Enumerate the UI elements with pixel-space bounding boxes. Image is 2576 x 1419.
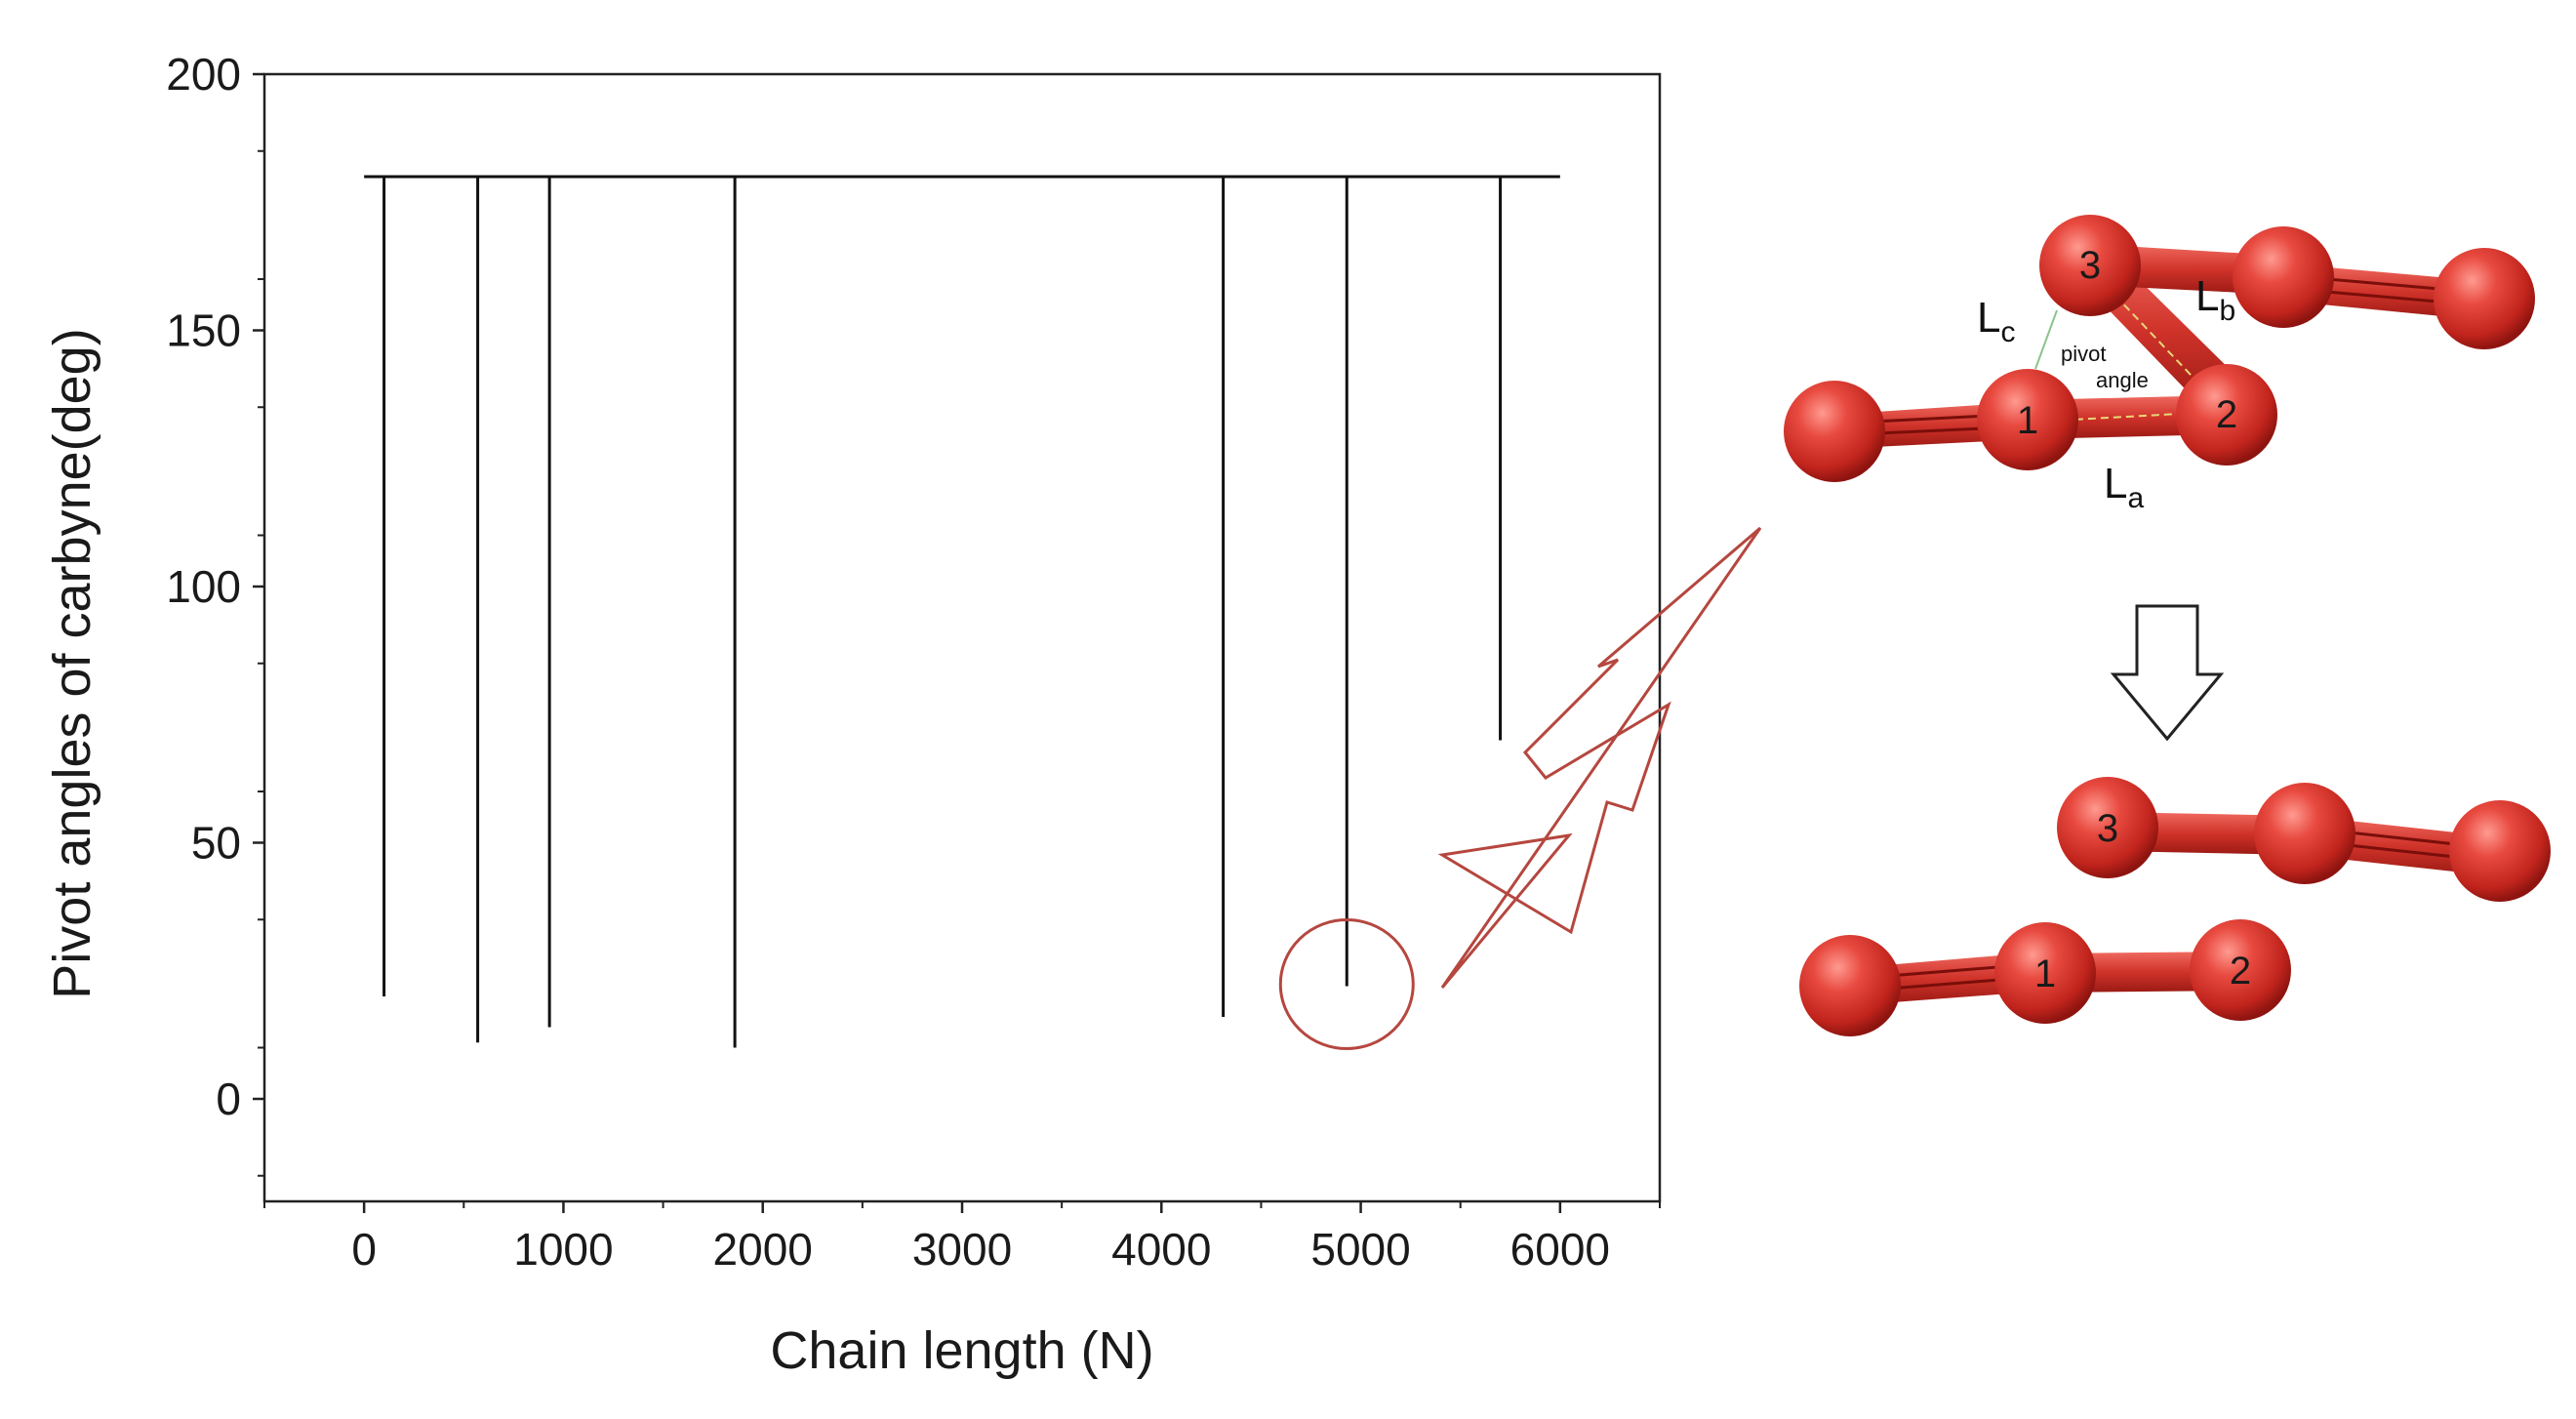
x-tick-label: 1000 (513, 1224, 613, 1275)
highlight-circle (1278, 918, 1415, 1050)
atom-end-left-after (1799, 935, 1901, 1036)
atom-label-2: 2 (2216, 393, 2237, 436)
y-tick-label: 0 (216, 1074, 241, 1124)
highlight-group (1278, 918, 1415, 1050)
pivot-angle-label-2: angle (2096, 368, 2149, 392)
atom-2 (2176, 364, 2277, 466)
atom-label-1-after: 1 (2034, 953, 2056, 995)
atom-end-left (1784, 381, 1885, 482)
y-tick-label: 50 (191, 818, 241, 869)
atom-3 (2039, 215, 2141, 316)
atom-mid-right (2233, 226, 2334, 328)
molecule-after: 3 1 2 (1799, 777, 2551, 1036)
x-tick-label: 2000 (713, 1224, 813, 1275)
lc-guide (2034, 309, 2058, 370)
bond-label-c: Lc (1977, 294, 2015, 348)
pivot-angle-label-1: pivot (2061, 342, 2106, 366)
pivot-angle-chart: 0 50 100 150 200 0 1000 2000 3000 4000 5000 6000 C… (43, 49, 1662, 1380)
atom-label-3: 3 (2079, 244, 2101, 287)
y-tick-label: 100 (166, 561, 241, 612)
data-series (364, 175, 1560, 1048)
atom-1-after (1994, 922, 2096, 1024)
x-tick-label: 6000 (1510, 1224, 1610, 1275)
bond-label-b: Lb (2195, 272, 2235, 327)
lightning-callout (1437, 526, 1762, 989)
x-tick-label: 5000 (1310, 1224, 1410, 1275)
down-arrow-icon (2110, 604, 2225, 742)
atom-end-right (2434, 248, 2535, 349)
atom-3-after (2057, 777, 2158, 878)
x-axis-title: Chain length (N) (770, 1321, 1153, 1380)
y-tick-label: 200 (166, 49, 241, 100)
x-axis-ticks: 0 1000 2000 3000 4000 5000 6000 (263, 1201, 1661, 1275)
plot-frame (262, 72, 1662, 1203)
x-tick-label: 3000 (912, 1224, 1012, 1275)
bond-label-a: La (2104, 460, 2144, 514)
atom-2-after (2190, 919, 2291, 1021)
atom-label-3-after: 3 (2097, 807, 2118, 850)
x-tick-label: 4000 (1111, 1224, 1211, 1275)
atom-1 (1977, 369, 2078, 470)
atom-end-right-after (2449, 800, 2551, 902)
atom-label-2-after: 2 (2230, 950, 2251, 993)
molecule-before: 1 2 3 Lc Lb La pivot angle (1784, 215, 2535, 514)
y-axis-title: Pivot angles of carbyne(deg) (43, 328, 101, 998)
x-tick-label: 0 (351, 1224, 377, 1275)
y-tick-label: 150 (166, 305, 241, 356)
y-axis-ticks: 0 50 100 150 200 (166, 49, 264, 1177)
atom-label-1: 1 (2017, 399, 2038, 442)
atom-mid-after (2254, 783, 2355, 884)
